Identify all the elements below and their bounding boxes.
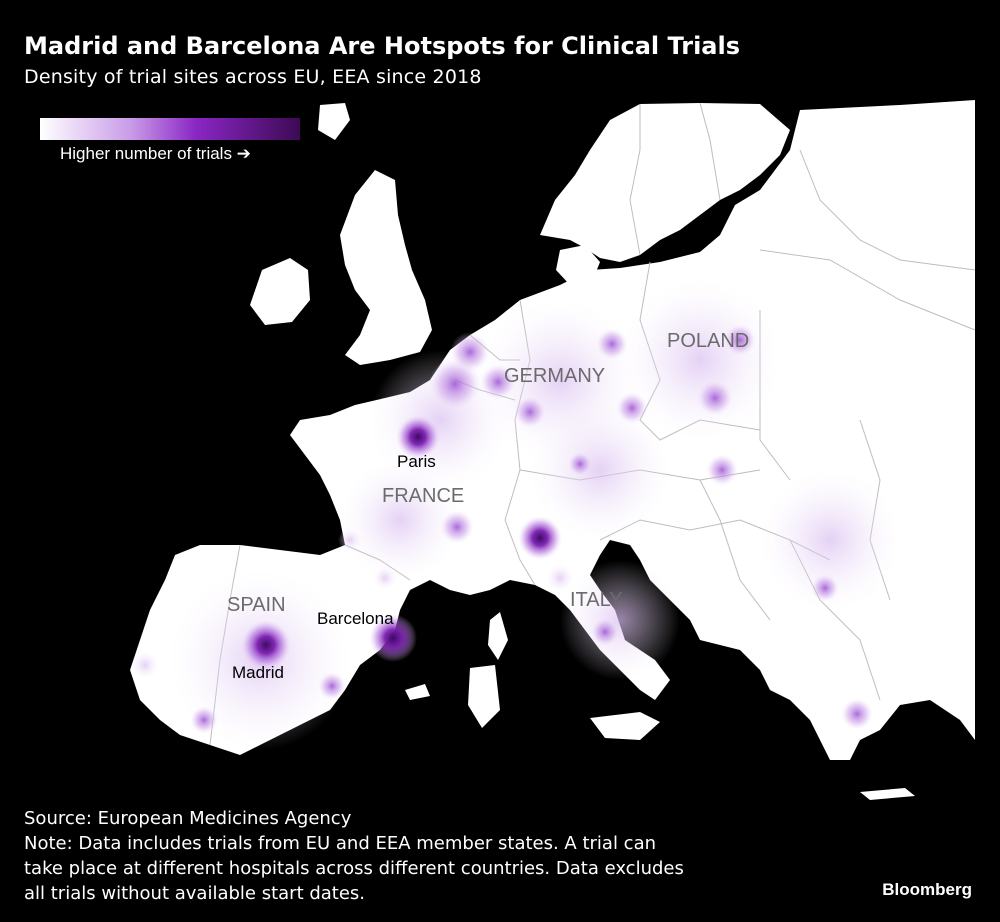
northern-isle-land [318, 103, 350, 140]
country-label-germany: GERMANY [504, 365, 605, 387]
hotspot-lyon [440, 510, 474, 544]
country-labels: GERMANY POLAND FRANCE SPAIN ITALY [227, 330, 749, 616]
sicily-land [590, 712, 660, 740]
hotspot-madrid [241, 620, 291, 670]
hotspot-rome [591, 618, 619, 646]
footer-notes: Source: European Medicines Agency Note: … [24, 806, 684, 906]
ireland-land [250, 258, 310, 325]
hotspot-amsterdam [450, 332, 490, 372]
legend-label: Higher number of trials ➔ [60, 144, 251, 163]
scandinavia-land [540, 103, 790, 262]
warm-spots [131, 324, 873, 734]
hotspot-paris [396, 415, 440, 459]
corsica-land [488, 612, 508, 660]
note-line-2: take place at different hospitals across… [24, 858, 684, 879]
hotspot-warsaw [724, 324, 756, 356]
country-label-poland: POLAND [667, 330, 749, 352]
source-note: Source: European Medicines Agency [24, 808, 352, 829]
country-label-france: FRANCE [382, 485, 464, 507]
crete-land [860, 788, 915, 800]
country-label-italy: ITALY [570, 589, 623, 611]
country-label-spain: SPAIN [227, 594, 286, 616]
denmark-land [556, 245, 600, 285]
hotspot-athens [841, 698, 873, 730]
hotspot-prague [568, 452, 592, 476]
balearic-land [405, 684, 430, 700]
city-label-barcelona: Barcelona [317, 609, 394, 628]
city-labels: Paris Barcelona Madrid [232, 452, 436, 682]
primary-hotspots [241, 415, 562, 670]
chart-subtitle: Density of trial sites across EU, EEA si… [24, 66, 482, 88]
city-label-paris: Paris [397, 452, 436, 471]
sardinia-land [468, 665, 500, 728]
bloomberg-logo: Bloomberg [882, 880, 972, 899]
hotspot-milan [518, 516, 562, 560]
hotspot-budapest [706, 454, 738, 486]
hotspot-berlin [596, 328, 628, 360]
city-label-madrid: Madrid [232, 663, 284, 682]
britain-land [340, 170, 432, 365]
chart-title: Madrid and Barcelona Are Hotspots for Cl… [24, 32, 741, 60]
hotspot-barcelona [369, 614, 417, 662]
note-line-3: all trials without available start dates… [24, 883, 366, 904]
note-line-1: Note: Data includes trials from EU and E… [24, 833, 657, 854]
legend-gradient-bar [40, 118, 300, 140]
